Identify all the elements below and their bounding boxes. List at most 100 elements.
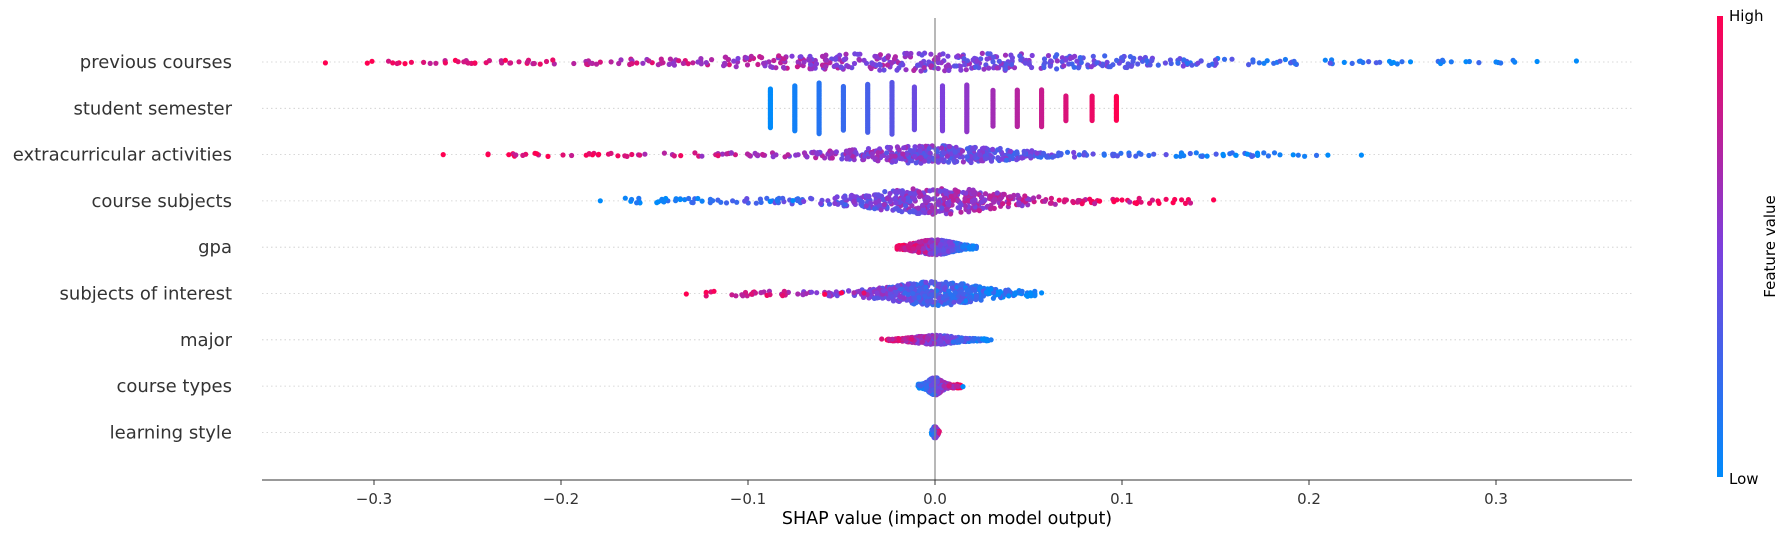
shap-point [1282, 56, 1288, 63]
shap-point [671, 62, 678, 68]
shap-point [997, 196, 1004, 202]
shap-point [1512, 59, 1518, 65]
feature-label: subjects of interest [60, 284, 232, 305]
shap-point [980, 336, 986, 342]
shap-point [1077, 55, 1083, 61]
shap-point [823, 57, 830, 63]
shap-point [987, 193, 994, 199]
shap-point [990, 295, 997, 301]
shap-point [911, 295, 917, 301]
shap-point [868, 200, 874, 206]
shap-point [1466, 58, 1472, 65]
shap-point [636, 195, 642, 201]
shap-point [1007, 194, 1013, 200]
shap-point [984, 56, 990, 62]
shap-point [1089, 117, 1095, 124]
shap-point [661, 150, 668, 156]
shap-point [695, 195, 701, 202]
shap-point [990, 59, 996, 65]
colorbar-gradient [1717, 16, 1723, 477]
shap-point [593, 61, 600, 67]
shap-point [896, 336, 902, 342]
shap-point [499, 60, 505, 66]
shap-point [1220, 151, 1226, 157]
shap-point [908, 336, 915, 342]
shap-point [816, 131, 822, 137]
x-tick-label: 0.3 [1484, 490, 1508, 508]
shap-point [935, 389, 942, 395]
shap-point [875, 192, 882, 198]
shap-point [907, 190, 913, 196]
shap-point [543, 58, 550, 65]
shap-point [988, 337, 994, 343]
shap-point [1119, 55, 1125, 61]
shap-point [922, 238, 929, 244]
shap-point [884, 62, 891, 68]
shap-point [773, 152, 779, 158]
shap-point [698, 56, 704, 62]
shap-point [483, 60, 489, 66]
shap-point [767, 125, 774, 131]
shap-point [1047, 200, 1053, 206]
shap-point [1439, 57, 1446, 63]
shap-point [1476, 60, 1482, 66]
shap-point [1146, 152, 1152, 159]
shap-point [1041, 56, 1048, 62]
shap-point [588, 60, 594, 66]
shap-point [1277, 58, 1283, 64]
shap-point [1056, 197, 1062, 203]
shap-point [996, 58, 1002, 64]
shap-point [524, 59, 531, 65]
shap-point [722, 61, 728, 67]
shap-point [918, 68, 924, 74]
shap-point [961, 56, 967, 62]
shap-point [1036, 194, 1042, 200]
shap-point [809, 196, 815, 202]
shap-point [955, 383, 961, 389]
shap-point [1256, 60, 1262, 66]
shap-point [1016, 202, 1022, 208]
shap-point [1054, 52, 1060, 58]
shap-point [472, 60, 478, 66]
shap-point [1021, 148, 1027, 154]
shap-point [1187, 150, 1193, 157]
shap-point [421, 59, 427, 65]
shap-point [983, 289, 990, 295]
shap-point [957, 63, 964, 69]
shap-point [1088, 64, 1094, 70]
shap-point [870, 61, 876, 67]
shap-point [1399, 59, 1405, 65]
shap-point [1233, 152, 1239, 158]
shap-point [959, 148, 966, 154]
shap-point [1204, 153, 1210, 159]
shap-point [804, 154, 810, 160]
shap-point [926, 158, 932, 164]
shap-point [964, 129, 970, 135]
shap-point [939, 237, 945, 243]
shap-point [1102, 53, 1108, 59]
shap-point [921, 158, 928, 164]
shap-point [861, 290, 867, 296]
shap-point [1229, 56, 1235, 62]
shap-point [963, 67, 969, 73]
shap-point [1206, 62, 1212, 68]
shap-point [680, 60, 686, 66]
shap-point [979, 50, 985, 57]
shap-point [1062, 56, 1069, 63]
shap-point [1099, 63, 1106, 69]
shap-point [970, 145, 976, 151]
shap-point [1149, 58, 1155, 64]
shap-point [1199, 153, 1205, 159]
shap-point [877, 202, 883, 208]
shap-point [903, 203, 909, 209]
shap-point [731, 58, 737, 64]
shap-point [758, 199, 764, 205]
shap-point [1013, 157, 1020, 163]
shap-point [629, 151, 635, 158]
shap-point [979, 199, 985, 205]
shap-point [942, 241, 948, 247]
shap-point [986, 65, 992, 71]
shap-point [678, 153, 684, 159]
shap-point [918, 383, 924, 389]
